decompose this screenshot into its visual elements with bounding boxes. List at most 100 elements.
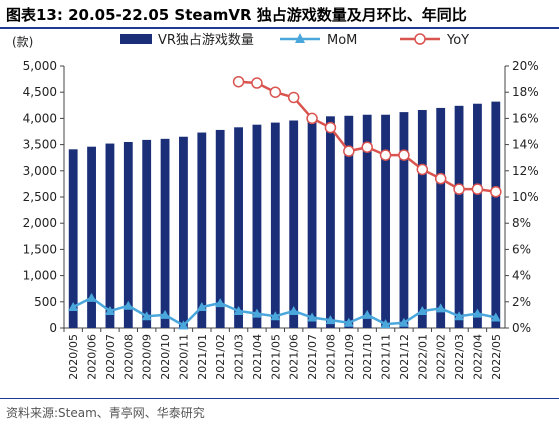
x-tick-label: 2020/11 <box>177 334 190 380</box>
marker-yoy <box>361 141 373 153</box>
x-tick-label: 2021/01 <box>196 334 209 380</box>
bar-vr-games <box>417 110 427 329</box>
bar-vr-games <box>160 138 170 328</box>
marker-mom <box>454 311 465 321</box>
x-tick-label: 2020/05 <box>67 334 80 380</box>
bar-vr-games <box>436 107 446 328</box>
x-tick-label: 2020/10 <box>159 334 172 380</box>
marker-yoy <box>251 77 263 89</box>
marker-mom <box>196 302 207 312</box>
right-tick-label: 6% <box>512 242 531 256</box>
marker-yoy <box>453 183 465 195</box>
x-tick-label: 2020/08 <box>122 334 135 380</box>
marker-yoy <box>490 186 502 198</box>
x-tick-label: 2021/09 <box>343 334 356 380</box>
marker-mom <box>215 298 226 308</box>
marker-yoy <box>416 163 429 176</box>
bar-vr-games <box>454 105 464 328</box>
marker-yoy <box>232 75 245 88</box>
bar-vr-games <box>87 146 96 328</box>
left-tick-label: 4,500 <box>23 85 57 99</box>
bar-vr-games <box>289 120 299 328</box>
x-tick-label: 2021/10 <box>361 334 374 380</box>
marker-mom <box>178 320 189 330</box>
right-tick-label: 8% <box>512 216 531 230</box>
x-tick-label: 2021/08 <box>324 334 337 380</box>
marker-yoy <box>306 112 318 125</box>
marker-mom <box>362 309 373 319</box>
right-tick-label: 12% <box>512 164 539 178</box>
bar-vr-games <box>344 115 354 328</box>
x-tick-label: 2020/07 <box>104 334 117 380</box>
left-tick-label: 3,000 <box>23 164 57 178</box>
marker-mom <box>68 302 79 312</box>
bar-vr-games <box>142 139 152 328</box>
x-tick-label: 2021/02 <box>214 334 227 380</box>
marker-yoy <box>398 149 410 161</box>
right-tick-label: 14% <box>512 138 539 152</box>
marker-mom <box>472 308 483 318</box>
x-tick-label: 2021/04 <box>251 334 264 380</box>
x-tick-label: 2020/09 <box>141 334 154 380</box>
marker-yoy <box>269 86 282 98</box>
left-tick-label: 1,500 <box>23 242 57 256</box>
left-tick-label: 5,000 <box>23 59 57 73</box>
bar-vr-games <box>381 114 390 329</box>
right-tick-label: 4% <box>512 269 531 283</box>
bar-vr-games <box>68 149 78 328</box>
figure-title: 图表13: 20.05-22.05 SteamVR 独占游戏数量及月环比、年同比 <box>6 6 467 24</box>
marker-mom <box>233 305 244 315</box>
legend-swatch-bars <box>120 34 152 44</box>
x-tick-label: 2022/04 <box>471 334 484 380</box>
marker-mom <box>270 311 281 321</box>
right-tick-label: 2% <box>512 295 531 309</box>
title-bar: 图表13: 20.05-22.05 SteamVR 独占游戏数量及月环比、年同比 <box>0 0 559 29</box>
x-tick-label: 2020/06 <box>86 334 99 380</box>
marker-mom <box>123 300 134 310</box>
marker-mom <box>160 309 171 319</box>
chart-canvas: 0 500 1,000 1,500 2,000 2,500 3,000 3,500 4,000 4… <box>12 33 539 380</box>
legend-label-yoy: YoY <box>446 33 469 48</box>
marker-mom <box>343 317 354 327</box>
marker-mom <box>490 312 501 322</box>
source-note: 资料来源:Steam、青亭网、华泰研究 <box>6 406 205 420</box>
marker-yoy <box>434 172 447 185</box>
x-tick-label: 2021/11 <box>380 334 393 380</box>
right-tick-label: 0% <box>512 321 531 335</box>
marker-mom <box>398 317 409 327</box>
right-tick-label: 20% <box>512 59 539 73</box>
line-mom <box>72 296 497 327</box>
left-axis-unit: (款) <box>12 35 33 49</box>
marker-yoy <box>287 91 300 104</box>
legend-label-bars: VR独占游戏数量 <box>158 33 254 48</box>
marker-yoy <box>324 121 337 134</box>
left-tick-label: 2,000 <box>23 216 57 230</box>
marker-mom <box>288 305 299 315</box>
bar-vr-games <box>215 129 225 328</box>
x-tick-label: 2022/03 <box>453 334 466 380</box>
bar-vr-games <box>197 132 207 328</box>
bar-vr-games <box>270 122 280 328</box>
bar-vr-games <box>252 124 262 328</box>
x-tick-label: 2021/12 <box>398 334 411 380</box>
source-divider <box>0 398 559 399</box>
left-tick-label: 500 <box>34 295 57 309</box>
left-tick-label: 2,500 <box>23 190 57 204</box>
bar-vr-games <box>105 143 115 328</box>
legend-marker-mom <box>295 33 305 43</box>
bar-vr-games <box>123 141 133 328</box>
left-tick-label: 1,000 <box>23 269 57 283</box>
bar-vr-games <box>179 136 188 328</box>
left-tick-label: 4,000 <box>23 111 57 125</box>
right-tick-label: 18% <box>512 85 539 99</box>
bar-vr-games <box>491 101 501 328</box>
x-tick-label: 2021/07 <box>306 334 319 380</box>
x-tick-label: 2021/05 <box>269 334 282 380</box>
marker-mom <box>380 319 391 329</box>
left-tick-label: 3,500 <box>23 138 57 152</box>
bar-vr-games <box>399 112 409 328</box>
right-tick-label: 10% <box>512 190 539 204</box>
bar-vr-games <box>326 116 335 328</box>
bar-vr-games <box>307 118 317 329</box>
marker-yoy <box>343 145 355 157</box>
